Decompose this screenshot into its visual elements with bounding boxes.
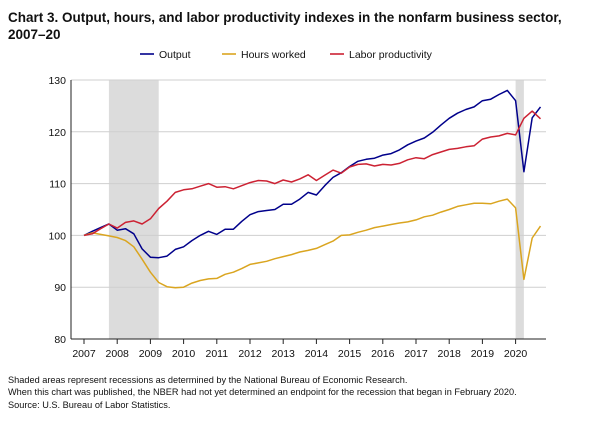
x-tick-label: 2010 [172,348,196,360]
chart-title: Chart 3. Output, hours, and labor produc… [8,10,562,42]
y-tick-label: 90 [54,282,66,294]
x-tick-label: 2019 [471,348,495,360]
series-line-2 [83,110,542,237]
note-recession: Shaded areas represent recessions as det… [8,375,408,385]
x-tick-label: 2016 [371,348,395,360]
recession-band-0 [108,80,159,339]
chart-notes: Shaded areas represent recessions as det… [8,374,598,411]
legend-label-2: Labor productivity [349,49,433,61]
legend-label-1: Hours worked [241,49,306,61]
recession-shading [108,80,524,339]
x-tick-label: 2018 [438,348,462,360]
y-tick-label: 110 [49,179,66,191]
y-tick-label: 120 [48,127,66,139]
x-tick-label: 2013 [272,348,296,360]
x-tick-label: 2014 [305,348,329,360]
note-source: Source: U.S. Bureau of Labor Statistics. [8,399,171,410]
x-tick-label: 2009 [139,348,163,360]
recession-band-1 [515,80,524,339]
x-tick-label: 2007 [72,348,96,360]
x-tick-label: 2020 [504,348,528,360]
note-nber: When this chart was published, the NBER … [8,387,517,398]
legend: Output Hours worked Labor productivity [140,49,433,61]
series-line-0 [83,89,542,259]
series-lines [83,89,542,289]
axes: 80 90 100 110 120 130 2007 2008 2009 2010 2011 2012… [48,75,527,360]
legend-label-0: Output [159,49,191,61]
gridlines [71,79,546,340]
x-tick-label: 2015 [338,348,362,360]
x-tick-label: 2012 [238,348,262,360]
x-tick-label: 2008 [106,348,130,360]
y-tick-label: 130 [48,75,66,87]
y-tick-label: 100 [48,230,66,242]
x-tick-label: 2017 [404,348,428,360]
series-line-1 [83,198,542,289]
y-tick-label: 80 [54,334,66,346]
line-chart: 80 90 100 110 120 130 2007 2008 2009 2010 2011 2012… [48,49,546,360]
x-tick-label: 2011 [206,348,229,360]
